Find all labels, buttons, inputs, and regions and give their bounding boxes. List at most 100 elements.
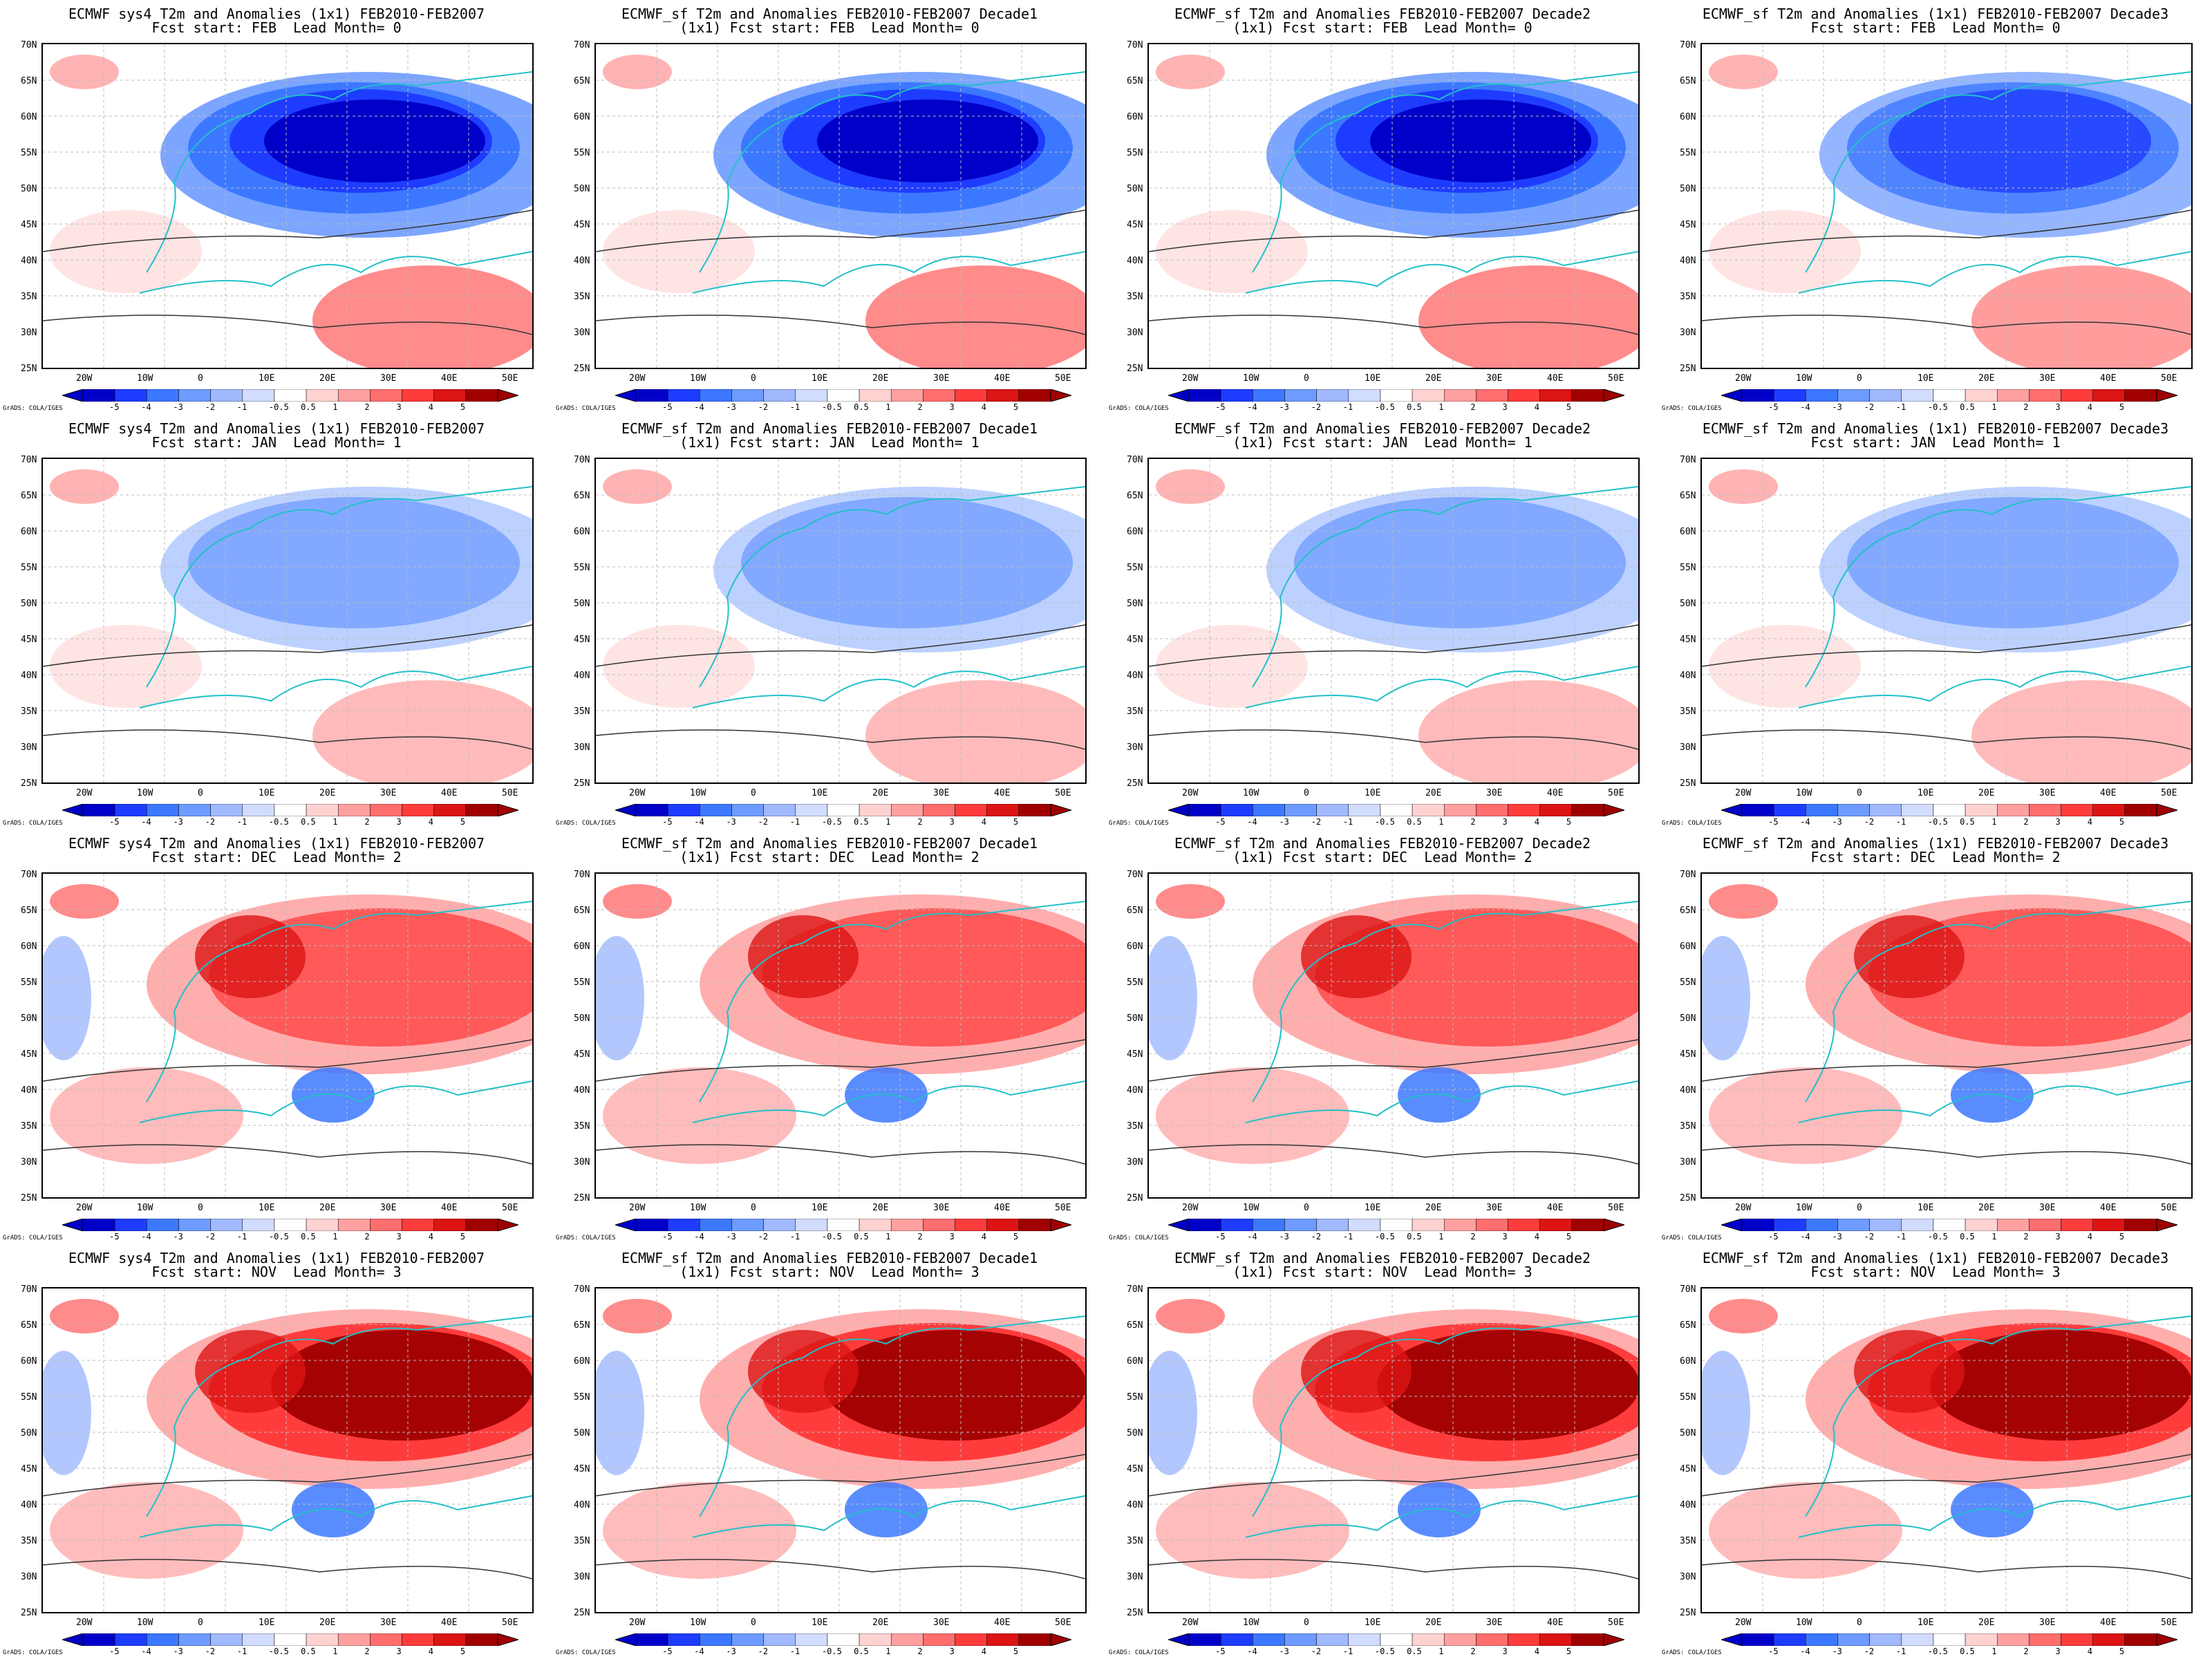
colorbar-label: 1 [1991, 1232, 1997, 1241]
longitude-label: 20E [1425, 373, 1442, 384]
anomaly-map [594, 1287, 1087, 1613]
latitude-label: 50N [1680, 1013, 1696, 1024]
colorbar-segment [1571, 804, 1604, 816]
longitude-label: 50E [1055, 788, 1071, 798]
longitude-label: 20W [629, 1203, 646, 1213]
colorbar-label: -4 [1247, 1232, 1257, 1241]
colorbar-segment [890, 389, 924, 402]
colorbar-label: -0.5 [821, 1232, 842, 1241]
colorbar-label: 5 [1013, 817, 1019, 827]
colorbar-segment [955, 389, 987, 402]
latitude-label: 60N [1680, 112, 1696, 122]
colorbar-label: 1 [1991, 1647, 1997, 1656]
latitude-label: 55N [1127, 1392, 1143, 1403]
colorbar-segment [1539, 1633, 1573, 1646]
colorbar-segment [1412, 389, 1445, 402]
colorbar-segment [274, 1633, 307, 1646]
colorbar-label: 1 [1438, 1647, 1444, 1656]
latitude-label: 35N [21, 706, 37, 717]
latitude-label: 25N [21, 778, 37, 789]
colorbar-segment [1996, 1633, 2030, 1646]
longitude-label: 40E [2100, 1203, 2117, 1213]
latitude-label: 60N [21, 941, 37, 952]
colorbar-segment [700, 389, 732, 402]
colorbar-label: 0.5 [1960, 817, 1975, 827]
colorbar-label: 0.5 [301, 402, 316, 412]
latitude-label: 30N [574, 742, 590, 753]
longitude-label: 50E [502, 1618, 518, 1628]
latitude-label: 50N [21, 599, 37, 609]
latitude-label: 35N [1127, 1121, 1143, 1132]
colorbar-label: 5 [1013, 1647, 1019, 1656]
latitude-label: 25N [574, 1193, 590, 1203]
latitude-label: 60N [21, 112, 37, 122]
colorbar-label: -2 [758, 402, 769, 412]
latitude-label: 50N [21, 184, 37, 194]
longitude-label: 10W [1243, 373, 1259, 384]
latitude-label: 55N [1680, 1392, 1696, 1403]
colorbar-label: -3 [1832, 1232, 1842, 1241]
colorbar-label: 2 [364, 817, 370, 827]
map-panel: ECMWF_sf T2m and Anomalies (1x1) FEB2010… [1659, 415, 2212, 830]
colorbar-segment [1380, 804, 1413, 816]
latitude-label: 45N [21, 1464, 37, 1474]
panel-title: ECMWF_sf T2m and Anomalies (1x1) FEB2010… [1702, 1250, 2169, 1266]
longitude-label: 0 [1857, 788, 1862, 798]
latitude-label: 60N [1127, 112, 1143, 122]
colorbar-label: 5 [1013, 402, 1019, 412]
latitude-label: 65N [1127, 76, 1143, 86]
colorbar-label: -2 [758, 1232, 769, 1241]
latitude-label: 70N [21, 870, 37, 880]
colorbar-label: 0.5 [1960, 1647, 1975, 1656]
colorbar [1168, 804, 1624, 816]
colorbar-segment [923, 389, 955, 402]
latitude-label: 60N [574, 527, 590, 537]
colorbar-label: -5 [1768, 402, 1779, 412]
latitude-label: 25N [574, 364, 590, 374]
colorbar-segment [1253, 804, 1285, 816]
anomaly-map [41, 43, 534, 369]
colorbar-segment [700, 1219, 732, 1231]
colorbar-label: 0.5 [1407, 402, 1422, 412]
colorbar [615, 389, 1071, 402]
latitude-label: 60N [1127, 941, 1143, 952]
latitude-label: 35N [1127, 706, 1143, 717]
latitude-label: 50N [1127, 1013, 1143, 1024]
colorbar-segment [2061, 1219, 2093, 1231]
colorbar-label: 4 [2087, 1647, 2092, 1656]
colorbar-label: 3 [2055, 1232, 2061, 1241]
colorbar-segment [1412, 804, 1445, 816]
colorbar-segment [1837, 389, 1870, 402]
longitude-label: 20W [1182, 788, 1199, 798]
colorbar-segment [370, 1219, 402, 1231]
latitude-label: 70N [1680, 870, 1696, 880]
colorbar-segment [731, 1219, 764, 1231]
colorbar-segment [147, 1219, 179, 1231]
panel-subtitle: Fcst start: FEB Lead Month= 0 [151, 19, 402, 36]
latitude-label: 45N [574, 220, 590, 230]
colorbar-segment [274, 389, 307, 402]
colorbar-segment [337, 389, 371, 402]
map-panel: ECMWF_sf T2m and Anomalies FEB2010-FEB20… [1106, 1244, 1659, 1659]
grads-credit: GrADS: COLA/IGES [3, 820, 63, 827]
colorbar-label: -3 [726, 402, 736, 412]
map-canvas [43, 44, 532, 368]
colorbar-segment [1965, 1633, 1998, 1646]
colorbar-label: 2 [917, 817, 923, 827]
colorbar-segment [635, 1633, 668, 1646]
colorbar-segment [1348, 1633, 1381, 1646]
colorbar-segment [635, 1219, 668, 1231]
longitude-label: 30E [2039, 1618, 2056, 1628]
colorbar-label: -4 [1247, 817, 1257, 827]
longitude-label: 20W [76, 373, 93, 384]
colorbar-label: 2 [364, 1232, 370, 1241]
latitude-label: 35N [1680, 1121, 1696, 1132]
colorbar-label: -4 [1800, 402, 1810, 412]
colorbar-segment [923, 1219, 955, 1231]
colorbar-segment [827, 1633, 860, 1646]
longitude-label: 40E [994, 1618, 1011, 1628]
colorbar-segment [1380, 1633, 1413, 1646]
longitude-label: 10W [1243, 1203, 1259, 1213]
latitude-label: 40N [1680, 1085, 1696, 1096]
colorbar-segment [1443, 804, 1477, 816]
